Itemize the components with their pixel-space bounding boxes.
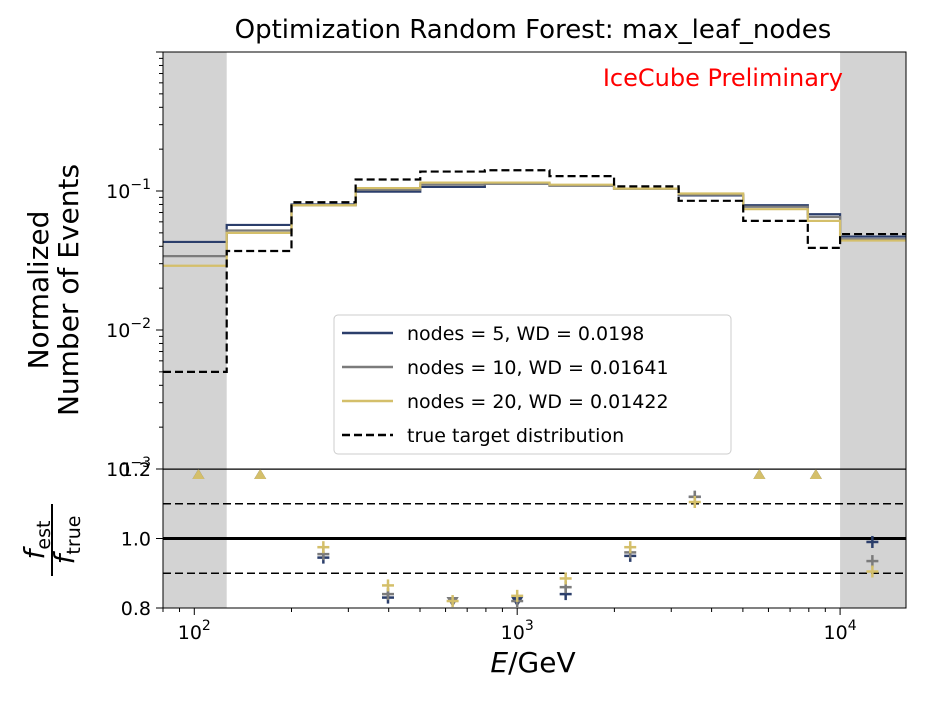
x-tick-label-1: 103 xyxy=(501,618,534,644)
ratio-marker-nodes-20-wd-0-01422-10 xyxy=(809,469,822,479)
top-shaded-region-0 xyxy=(163,52,227,469)
x-axis-label: E/GeV xyxy=(490,646,575,679)
bottom-y-tick-label-0: 1.2 xyxy=(121,459,151,481)
bottom-y-tick-label-2: 0.8 xyxy=(121,598,151,620)
x-ticks: 102 103 104 xyxy=(162,608,857,644)
bottom-reference-lines xyxy=(163,469,906,575)
legend-box xyxy=(333,314,732,455)
ratio-marker-nodes-20-wd-0-01422-4 xyxy=(446,595,459,608)
top-series-lines xyxy=(163,169,906,373)
ratio-marker-nodes-20-wd-0-01422-1 xyxy=(254,469,267,479)
ratio-marker-nodes-20-wd-0-01422-6 xyxy=(559,572,572,585)
legend-label-nodes-5: nodes = 5, WD = 0.0198 xyxy=(407,323,644,345)
ratio-marker-nodes-20-wd-0-01422-0 xyxy=(192,469,205,479)
top-y-tick-label-2: 10−3 xyxy=(106,455,151,481)
x-tick-label-2: 104 xyxy=(824,618,857,644)
legend-label-true-target: true target distribution xyxy=(407,425,624,447)
bottom-y-ticks: 1.2 1.0 0.8 xyxy=(121,459,163,620)
ratio-marker-nodes-20-wd-0-01422-11 xyxy=(866,565,879,578)
top-y-axis-label-line1: Normalized xyxy=(22,211,55,370)
top-y-tick-label-1: 10−2 xyxy=(106,316,151,342)
ratio-marker-nodes-20-wd-0-01422-7 xyxy=(624,541,637,554)
legend: nodes = 5, WD = 0.0198 nodes = 10, WD = … xyxy=(333,314,732,455)
ratio-marker-nodes-5-wd-0-0198-11 xyxy=(866,535,879,548)
ratio-marker-nodes-20-wd-0-01422-2 xyxy=(317,541,330,554)
ratio-marker-nodes-20-wd-0-01422-9 xyxy=(753,469,766,479)
ratio-numerator: fest xyxy=(18,521,55,560)
ratio-marker-nodes-10-wd-0-01641-11 xyxy=(866,555,879,568)
ratio-marker-nodes-20-wd-0-01422-3 xyxy=(381,579,394,592)
icecube-preliminary-label: IceCube Preliminary xyxy=(603,64,843,92)
bottom-y-axis-label: fest ftrue xyxy=(18,504,85,576)
top-y-axis-label: Normalized Number of Events xyxy=(22,164,85,416)
series-line-nodes-20-wd-0-01422 xyxy=(163,181,906,267)
x-tick-label-0: 102 xyxy=(178,618,211,644)
top-y-tick-label-0: 10−1 xyxy=(106,177,151,203)
bottom-ratio-markers xyxy=(192,469,879,608)
legend-label-nodes-10: nodes = 10, WD = 0.01641 xyxy=(407,357,669,379)
top-shaded-region-1 xyxy=(840,52,906,469)
series-line-true-target-distribution xyxy=(163,169,906,373)
top-y-ticks: 10−1 10−2 10−3 xyxy=(106,51,163,481)
bottom-y-tick-label-1: 1.0 xyxy=(121,529,151,551)
ratio-marker-nodes-20-wd-0-01422-8 xyxy=(688,496,701,509)
legend-label-nodes-20: nodes = 20, WD = 0.01422 xyxy=(407,391,669,413)
ratio-marker-nodes-20-wd-0-01422-5 xyxy=(511,589,524,602)
chart-title: Optimization Random Forest: max_leaf_nod… xyxy=(235,15,832,45)
top-y-axis-label-line2: Number of Events xyxy=(52,164,85,416)
top-shaded-regions xyxy=(163,52,906,469)
